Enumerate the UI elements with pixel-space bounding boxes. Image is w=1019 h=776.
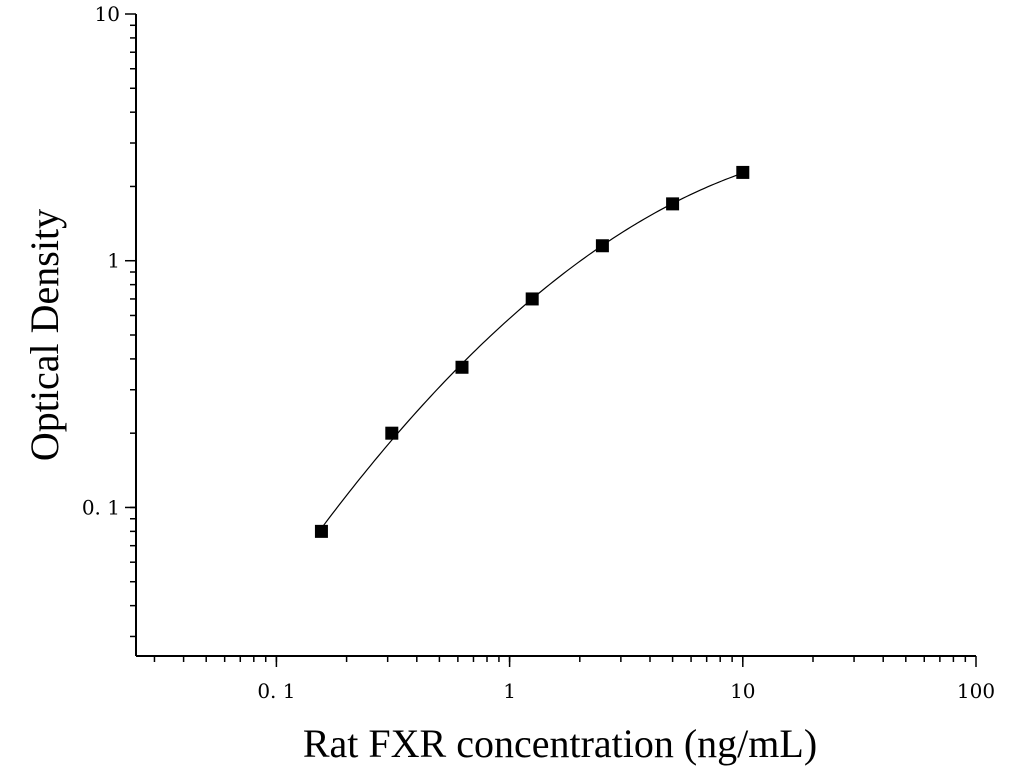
data-point (455, 360, 469, 374)
x-tick-label: 0. 1 (257, 679, 295, 703)
x-tick-label: 1 (503, 679, 516, 703)
y-tick-label: 0. 1 (82, 495, 120, 519)
data-point (525, 292, 539, 306)
x-tick-label: 10 (730, 679, 755, 703)
x-axis: 0. 1 1 10 100 (136, 655, 995, 703)
fit-curve (320, 172, 744, 529)
y-tick-label: 1 (107, 249, 120, 273)
data-point (314, 524, 328, 538)
x-axis-title: Rat FXR concentration (ng/mL) (303, 721, 817, 766)
y-axis-title: Optical Density (22, 209, 67, 461)
y-tick-label: 10 (95, 2, 120, 26)
y-axis: 0. 1 1 10 (82, 2, 137, 656)
x-tick-label: 100 (957, 679, 995, 703)
data-point (595, 239, 609, 253)
data-point (666, 197, 680, 211)
data-point (736, 165, 750, 179)
data-point (385, 426, 399, 440)
plot-area (314, 165, 750, 538)
